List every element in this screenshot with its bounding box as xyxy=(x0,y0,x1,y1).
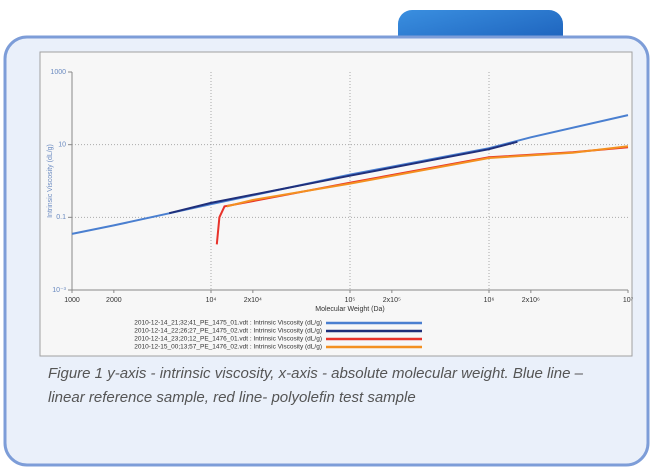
x-tick-label: 1000 xyxy=(64,297,80,304)
legend-label: 2010-12-14_22;26;27_PE_1475_02.vdt : Int… xyxy=(134,328,322,335)
y-tick-label: 10⁻³ xyxy=(52,287,66,294)
x-tick-label: 10⁷ xyxy=(623,297,634,304)
x-tick-label: 10⁵ xyxy=(345,297,356,304)
x-axis-label: Molecular Weight (Da) xyxy=(315,306,385,313)
x-tick-label: 2x10⁶ xyxy=(522,297,540,304)
series-line xyxy=(71,114,629,235)
x-tick-label: 2x10⁵ xyxy=(383,297,401,304)
y-tick-label: 1000 xyxy=(50,69,66,76)
y-tick-label: 0.1 xyxy=(56,214,66,221)
series-line xyxy=(168,140,518,215)
x-tick-label: 2000 xyxy=(106,297,122,304)
series-line xyxy=(226,145,629,208)
y-axis-label: Intrinsic Viscosity (dL/g) xyxy=(47,144,54,218)
caption: Figure 1 y-axis - intrinsic viscosity, x… xyxy=(48,365,583,406)
x-tick-label: 10⁴ xyxy=(206,297,217,304)
legend-label: 2010-12-14_23;20;12_PE_1476_01.vdt : Int… xyxy=(134,336,322,343)
x-tick-label: 2x10⁴ xyxy=(244,297,262,304)
legend-label: 2010-12-15_00;13;57_PE_1476_02.vdt : Int… xyxy=(134,344,322,351)
chart-panel xyxy=(39,51,633,357)
y-tick-label: 10 xyxy=(58,142,66,149)
legend-label: 2010-12-14_21;32;41_PE_1475_01.vdt : Int… xyxy=(134,320,322,327)
x-tick-label: 10⁶ xyxy=(484,297,495,304)
